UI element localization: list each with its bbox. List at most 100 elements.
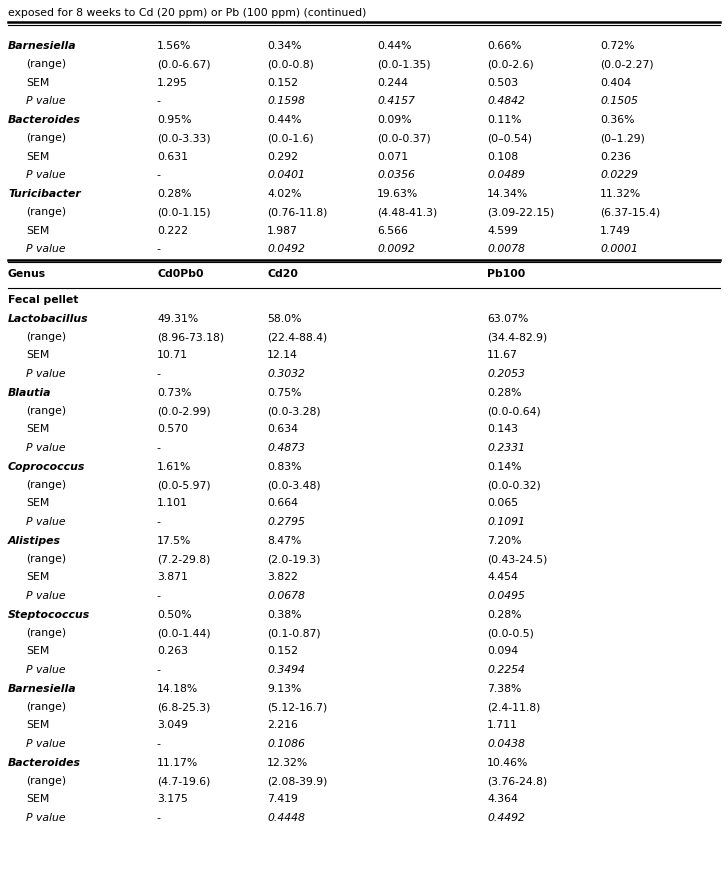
Text: 0.0092: 0.0092 bbox=[377, 245, 415, 255]
Text: 0.11%: 0.11% bbox=[487, 114, 521, 125]
Text: (0.0-0.8): (0.0-0.8) bbox=[267, 59, 314, 70]
Text: 0.0495: 0.0495 bbox=[487, 591, 525, 601]
Text: (0.0-1.35): (0.0-1.35) bbox=[377, 59, 431, 70]
Text: (3.76-24.8): (3.76-24.8) bbox=[487, 776, 547, 786]
Text: 7.419: 7.419 bbox=[267, 795, 298, 805]
Text: 0.66%: 0.66% bbox=[487, 41, 521, 51]
Text: (range): (range) bbox=[26, 406, 66, 416]
Text: 0.0401: 0.0401 bbox=[267, 171, 305, 180]
Text: -: - bbox=[157, 591, 161, 601]
Text: 3.822: 3.822 bbox=[267, 572, 298, 582]
Text: (range): (range) bbox=[26, 133, 66, 143]
Text: (6.37-15.4): (6.37-15.4) bbox=[600, 207, 660, 217]
Text: (22.4-88.4): (22.4-88.4) bbox=[267, 332, 328, 342]
Text: 4.364: 4.364 bbox=[487, 795, 518, 805]
Text: (0.0-1.6): (0.0-1.6) bbox=[267, 133, 314, 143]
Text: (7.2-29.8): (7.2-29.8) bbox=[157, 554, 210, 564]
Text: 0.83%: 0.83% bbox=[267, 462, 301, 472]
Text: 0.75%: 0.75% bbox=[267, 388, 301, 397]
Text: (0.0-0.37): (0.0-0.37) bbox=[377, 133, 431, 143]
Text: SEM: SEM bbox=[26, 152, 50, 162]
Text: 1.987: 1.987 bbox=[267, 226, 298, 236]
Text: 0.2795: 0.2795 bbox=[267, 517, 305, 527]
Text: 0.094: 0.094 bbox=[487, 647, 518, 656]
Text: -: - bbox=[157, 369, 161, 379]
Text: 0.236: 0.236 bbox=[600, 152, 631, 162]
Text: 1.295: 1.295 bbox=[157, 78, 188, 88]
Text: 0.34%: 0.34% bbox=[267, 41, 301, 51]
Text: P value: P value bbox=[26, 813, 66, 823]
Text: Cd0Pb0: Cd0Pb0 bbox=[157, 269, 204, 279]
Text: 0.09%: 0.09% bbox=[377, 114, 411, 125]
Text: 0.2331: 0.2331 bbox=[487, 443, 525, 453]
Text: (0.0-3.33): (0.0-3.33) bbox=[157, 133, 210, 143]
Text: (range): (range) bbox=[26, 207, 66, 217]
Text: exposed for 8 weeks to Cd (20 ppm) or Pb (100 ppm) (continued): exposed for 8 weeks to Cd (20 ppm) or Pb… bbox=[8, 8, 366, 18]
Text: (0–0.54): (0–0.54) bbox=[487, 133, 532, 143]
Text: P value: P value bbox=[26, 369, 66, 379]
Text: (3.09-22.15): (3.09-22.15) bbox=[487, 207, 554, 217]
Text: SEM: SEM bbox=[26, 424, 50, 435]
Text: P value: P value bbox=[26, 665, 66, 675]
Text: 0.222: 0.222 bbox=[157, 226, 188, 236]
Text: Genus: Genus bbox=[8, 269, 46, 279]
Text: (0.0-2.99): (0.0-2.99) bbox=[157, 406, 210, 416]
Text: 0.263: 0.263 bbox=[157, 647, 188, 656]
Text: SEM: SEM bbox=[26, 572, 50, 582]
Text: (0.0-2.6): (0.0-2.6) bbox=[487, 59, 534, 70]
Text: 0.95%: 0.95% bbox=[157, 114, 191, 125]
Text: 0.0001: 0.0001 bbox=[600, 245, 638, 255]
Text: 10.71: 10.71 bbox=[157, 350, 188, 361]
Text: 0.44%: 0.44% bbox=[377, 41, 411, 51]
Text: -: - bbox=[157, 443, 161, 453]
Text: 0.065: 0.065 bbox=[487, 498, 518, 508]
Text: P value: P value bbox=[26, 171, 66, 180]
Text: (8.96-73.18): (8.96-73.18) bbox=[157, 332, 224, 342]
Text: (0.0-2.27): (0.0-2.27) bbox=[600, 59, 654, 70]
Text: 0.244: 0.244 bbox=[377, 78, 408, 88]
Text: -: - bbox=[157, 813, 161, 823]
Text: 49.31%: 49.31% bbox=[157, 313, 198, 323]
Text: (0.0-3.28): (0.0-3.28) bbox=[267, 406, 320, 416]
Text: Steptococcus: Steptococcus bbox=[8, 610, 90, 620]
Text: 19.63%: 19.63% bbox=[377, 188, 419, 199]
Text: SEM: SEM bbox=[26, 78, 50, 88]
Text: SEM: SEM bbox=[26, 498, 50, 508]
Text: 0.1598: 0.1598 bbox=[267, 96, 305, 106]
Text: P value: P value bbox=[26, 517, 66, 527]
Text: 0.4448: 0.4448 bbox=[267, 813, 305, 823]
Text: 12.14: 12.14 bbox=[267, 350, 298, 361]
Text: 0.0356: 0.0356 bbox=[377, 171, 415, 180]
Text: (range): (range) bbox=[26, 628, 66, 638]
Text: SEM: SEM bbox=[26, 795, 50, 805]
Text: 0.0678: 0.0678 bbox=[267, 591, 305, 601]
Text: 0.36%: 0.36% bbox=[600, 114, 635, 125]
Text: 0.664: 0.664 bbox=[267, 498, 298, 508]
Text: 0.3494: 0.3494 bbox=[267, 665, 305, 675]
Text: (0.0-0.32): (0.0-0.32) bbox=[487, 480, 541, 490]
Text: 6.566: 6.566 bbox=[377, 226, 408, 236]
Text: 0.152: 0.152 bbox=[267, 647, 298, 656]
Text: 17.5%: 17.5% bbox=[157, 536, 191, 546]
Text: 0.0229: 0.0229 bbox=[600, 171, 638, 180]
Text: 4.454: 4.454 bbox=[487, 572, 518, 582]
Text: 0.1086: 0.1086 bbox=[267, 739, 305, 749]
Text: 0.503: 0.503 bbox=[487, 78, 518, 88]
Text: 0.3032: 0.3032 bbox=[267, 369, 305, 379]
Text: P value: P value bbox=[26, 443, 66, 453]
Text: 58.0%: 58.0% bbox=[267, 313, 301, 323]
Text: (34.4-82.9): (34.4-82.9) bbox=[487, 332, 547, 342]
Text: 2.216: 2.216 bbox=[267, 721, 298, 730]
Text: 0.1505: 0.1505 bbox=[600, 96, 638, 106]
Text: 0.634: 0.634 bbox=[267, 424, 298, 435]
Text: (range): (range) bbox=[26, 332, 66, 342]
Text: 0.50%: 0.50% bbox=[157, 610, 191, 620]
Text: SEM: SEM bbox=[26, 721, 50, 730]
Text: 7.38%: 7.38% bbox=[487, 683, 521, 694]
Text: 11.67: 11.67 bbox=[487, 350, 518, 361]
Text: 0.2254: 0.2254 bbox=[487, 665, 525, 675]
Text: -: - bbox=[157, 517, 161, 527]
Text: (0.1-0.87): (0.1-0.87) bbox=[267, 628, 320, 638]
Text: 4.02%: 4.02% bbox=[267, 188, 301, 199]
Text: Lactobacillus: Lactobacillus bbox=[8, 313, 89, 323]
